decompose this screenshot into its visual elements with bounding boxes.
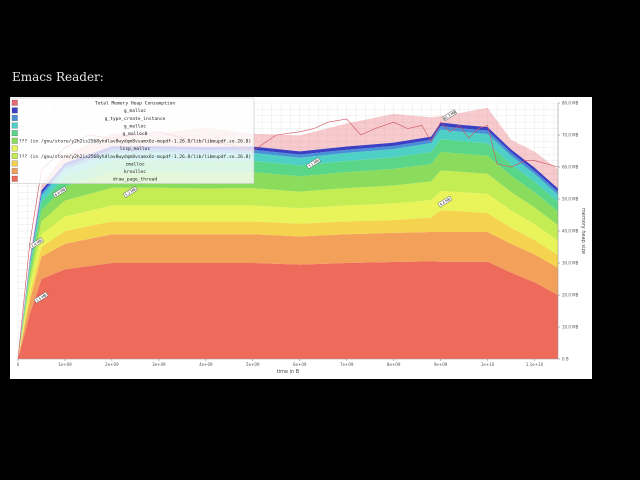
- x-tick-label: 1.1e+10: [526, 362, 544, 367]
- x-tick-label: 5e+09: [246, 362, 260, 367]
- memory-chart: 65.3 MB 2.4 MB 6.6 MB 5.2 MB 3.1 MB 4.4 MB 1.5…: [10, 97, 592, 379]
- peak-marker-box: [122, 186, 138, 198]
- area-series-10: [18, 107, 558, 359]
- legend-swatch: [11, 168, 18, 175]
- peak-marker: 3.1 MB: [306, 157, 321, 170]
- area-series-3: [18, 191, 558, 359]
- x-tick-label: 8e+09: [387, 362, 401, 367]
- y-tick-label: 10.0 MB: [562, 324, 579, 329]
- peak-marker-label: 5.2 MB: [124, 187, 137, 197]
- legend-entry: g_type_create_instance: [105, 116, 166, 122]
- x-axis-title: time in B: [277, 369, 300, 375]
- peak-marker-label: 3.1 MB: [308, 158, 321, 168]
- peak-marker-box: [306, 157, 321, 170]
- x-tick-label: 6e+09: [293, 362, 307, 367]
- legend-swatch: [11, 160, 18, 167]
- peak-marker-label: 1.5 MB: [35, 293, 48, 303]
- area-series-0: [18, 261, 558, 359]
- y-tick-label: 40.0 MB: [562, 228, 579, 233]
- peak-marker-box: [28, 237, 44, 250]
- legend-entry: draw_page_thread: [113, 177, 157, 183]
- y-tick-label: 50.0 MB: [562, 196, 579, 201]
- peak-marker: 65.3 MB: [442, 109, 458, 122]
- legend-entry: kreallec: [124, 169, 146, 175]
- y-tick-label: 70.0 MB: [562, 132, 579, 137]
- chart-svg: 65.3 MB 2.4 MB 6.6 MB 5.2 MB 3.1 MB 4.4 MB 1.5…: [10, 97, 592, 379]
- legend-entry: g_malloc0: [123, 131, 148, 137]
- peak-marker-label: 65.3 MB: [443, 110, 457, 121]
- legend-swatch: [11, 153, 18, 159]
- legend-entry: g_malloc: [124, 108, 146, 114]
- legend-swatch: [11, 107, 18, 114]
- stacked-areas: [18, 107, 558, 359]
- peak-marker: 1.5 MB: [33, 291, 49, 304]
- y-tick-label: 20.0 MB: [562, 292, 579, 297]
- peak-markers: 65.3 MB 2.4 MB 6.6 MB 5.2 MB 3.1 MB 4.4 MB 1.5…: [28, 109, 458, 304]
- peak-marker-label: 6.6 MB: [54, 187, 67, 197]
- area-series-6: [18, 139, 558, 359]
- peak-marker-box: [33, 291, 49, 304]
- legend-entry: ??? (in /gnu/store/y2h2is2568yhdlav8wydq…: [19, 154, 251, 160]
- legend-entry: Total Memory Heap Consumption: [95, 101, 175, 107]
- legend-entry: lisp_malloc: [120, 146, 151, 152]
- legend-swatch: [11, 137, 18, 144]
- area-series-1: [18, 231, 558, 359]
- legend: Total Memory Heap Consumptiong_mallocg_t…: [10, 97, 255, 184]
- peak-marker: 2.4 MB: [28, 237, 44, 250]
- peak-marker-box: [442, 109, 458, 122]
- y-tick-label: 80.0 MB: [562, 100, 579, 105]
- y-axis-title: memory heap size: [580, 208, 586, 254]
- area-series-2: [18, 210, 558, 359]
- peak-marker-box: [437, 195, 453, 208]
- legend-swatch: [11, 99, 18, 106]
- peak-marker-label: 4.4 MB: [439, 197, 452, 207]
- x-tick-label: 7e+09: [340, 362, 354, 367]
- legend-swatch: [11, 122, 18, 129]
- legend-swatch: [11, 175, 18, 182]
- legend-entry: ??? (in /gnu/store/y2h2is2568yhdlav8wydq…: [19, 139, 251, 145]
- legend-swatch: [11, 130, 18, 137]
- axes: 0 1e+09 2e+09 3e+09 4e+09 5e+09 6e+09 7e+09 8e+0…: [17, 100, 586, 375]
- x-tick-label: 3e+09: [152, 362, 166, 367]
- x-tick-label: 1e+10: [481, 362, 495, 367]
- y-tick-label: 0 B: [562, 356, 569, 361]
- x-tick-label: 0: [17, 362, 20, 367]
- x-tick-label: 9e+09: [434, 362, 448, 367]
- legend-swatch: [11, 145, 18, 152]
- x-tick-label: 4e+09: [199, 362, 213, 367]
- area-series-7: [18, 129, 558, 359]
- legend-entry: g_malloc: [124, 123, 146, 129]
- peak-marker-label: 2.4 MB: [31, 238, 44, 248]
- x-tick-label: 2e+09: [105, 362, 119, 367]
- peak-marker-box: [52, 186, 68, 198]
- legend-swatch: [11, 115, 18, 121]
- legend-entry: zmalloc: [125, 161, 145, 167]
- area-series-5: [18, 151, 558, 359]
- peak-marker: 6.6 MB: [52, 186, 68, 198]
- y-tick-label: 60.0 MB: [562, 164, 579, 169]
- legend-box: [10, 97, 255, 184]
- x-tick-label: 1e+09: [58, 362, 72, 367]
- area-series-4: [18, 170, 558, 359]
- peak-marker: 5.2 MB: [122, 186, 138, 198]
- peak-marker: 4.4 MB: [437, 195, 453, 208]
- y-tick-label: 30.0 MB: [562, 260, 579, 265]
- page-heading: Emacs Reader:: [12, 70, 104, 84]
